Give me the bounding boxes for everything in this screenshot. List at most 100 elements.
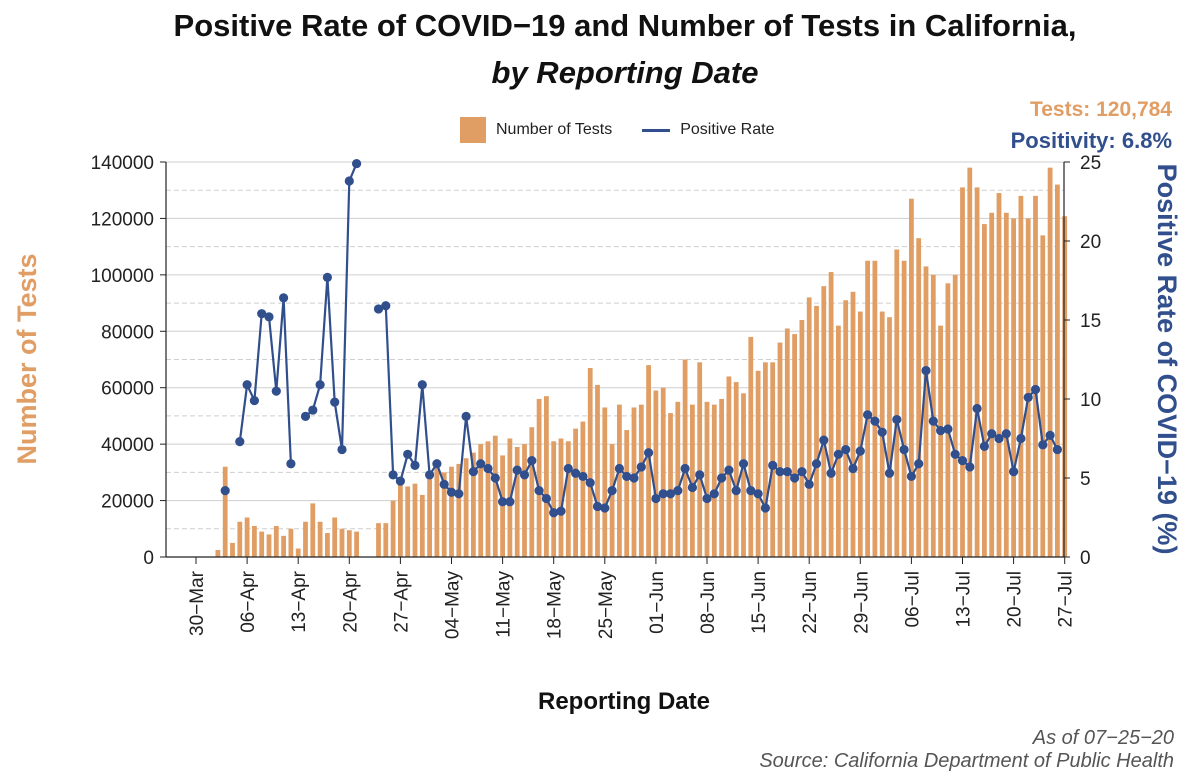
bar [215,549,221,557]
bar [522,444,527,557]
positive-rate-point [629,473,639,483]
positive-rate-point [644,448,654,458]
positive-rate-point [724,465,734,475]
positive-rate-point [1009,467,1019,477]
bar [916,238,922,557]
bar [821,286,827,557]
positive-rate-point [760,503,771,513]
positive-rate-point [1016,433,1026,444]
positive-rate-point [797,467,807,477]
positive-rate-point [1052,444,1062,455]
positive-rate-point [607,486,617,496]
bar [529,427,535,557]
bar [536,399,542,557]
positive-rate-point [498,497,508,507]
bar [806,297,812,557]
positive-rate-point [257,309,267,319]
positive-rate-point [695,470,705,480]
left-tick-label: 40000 [101,435,154,456]
positive-rate-point [446,487,457,497]
bar [266,534,272,557]
positive-rate-point [534,486,544,496]
bar [230,542,235,557]
bar [974,187,980,557]
bar [996,193,1002,558]
bar [281,535,286,557]
bar [471,452,476,557]
positive-rate-point [855,446,865,456]
bar [967,167,973,557]
right-tick-label: 0 [1080,548,1091,569]
bar [412,483,418,557]
bar [668,413,673,557]
x-tick-label: 06−Apr [238,570,259,632]
positive-rate-point [541,493,552,504]
bar [836,325,841,557]
positive-rate-point [403,449,413,459]
bar [441,472,447,557]
bar [485,441,491,557]
positive-rate-point [578,471,588,482]
bar [595,384,600,557]
bar [463,458,469,557]
bar [1033,195,1038,557]
chart-subtitle: by Reporting Date [491,55,759,90]
bar [741,393,746,557]
positive-rate-point [950,449,960,459]
positive-rate-point [308,405,318,415]
bar [1062,216,1068,558]
bar [383,523,389,557]
positive-rate-point [877,427,887,437]
bar [339,528,345,557]
positive-rate-point [439,479,449,489]
bar [434,466,440,557]
bar [660,387,666,557]
positive-rate-point [863,410,873,420]
x-tick-label: 13−Apr [289,570,310,632]
x-tick-label: 15−Jun [749,571,770,634]
bar [346,530,352,557]
bar [653,390,659,557]
positive-rate-point [249,395,259,406]
bar [325,533,330,557]
legend-line-label: Positive Rate [680,121,775,138]
bar [354,531,359,557]
positive-rate-point [804,479,814,489]
bar [580,421,586,557]
positive-rate-point [300,411,311,421]
positive-rate-point [899,444,909,455]
bar [551,441,557,557]
left-tick-label: 140000 [91,153,154,174]
positive-rate-point [994,433,1004,444]
chart-title: Positive Rate of COVID−19 and Number of … [173,8,1077,43]
positive-rate-point [731,486,741,496]
positive-rate-point [381,301,391,311]
positive-rate-point [395,476,405,486]
positive-rate-point [571,468,581,478]
bar [303,521,308,557]
positive-rate-point [717,473,727,483]
right-tick-label: 20 [1080,232,1101,253]
positive-rate-point [585,478,595,488]
bar [755,370,761,557]
x-tick-label: 20−Apr [340,570,361,632]
positive-rate-point [936,426,946,436]
positive-rate-point [826,468,836,478]
positive-rate-point [476,459,486,469]
left-tick-label: 100000 [91,266,154,287]
bar-series [215,167,1068,558]
positive-rate-point [235,437,245,447]
positive-rate-point [702,493,712,504]
bar [478,444,484,557]
left-tick-label: 120000 [91,209,154,230]
positive-rate-point [1023,392,1033,403]
positive-rate-point [563,463,573,474]
positive-rate-point [833,449,844,459]
positive-rate-point [848,463,858,474]
bar [405,486,411,557]
bar [237,521,243,557]
positive-rate-point [454,489,464,499]
bar [770,362,776,557]
positive-rate-point [841,444,851,455]
